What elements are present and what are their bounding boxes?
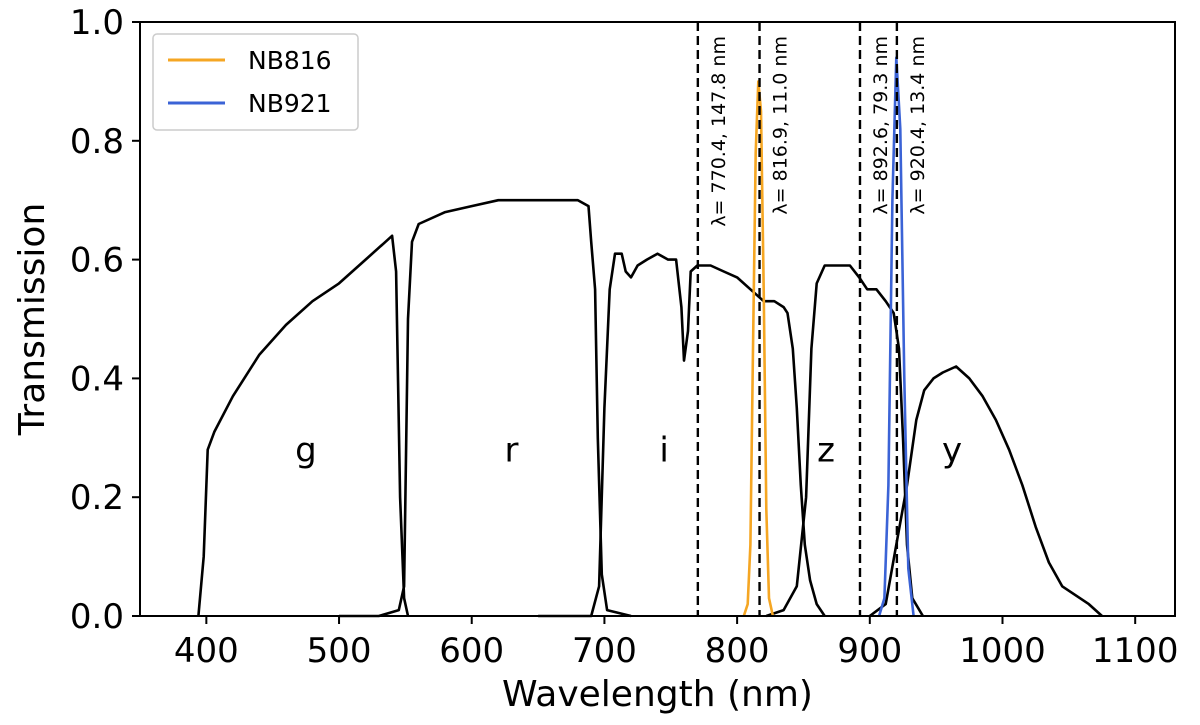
plot-frame <box>139 21 1176 617</box>
series-line-NB816 <box>742 80 775 617</box>
y-tick-label: 0.4 <box>70 359 124 399</box>
legend-box <box>152 33 359 131</box>
y-axis-label: Transmission <box>12 203 53 437</box>
y-tick-label: 0.8 <box>70 122 124 162</box>
legend: NB816 NB921 <box>152 33 359 131</box>
band-label-g: g <box>295 431 317 471</box>
x-tick-label: 700 <box>572 631 637 671</box>
band-label-z: z <box>817 431 835 471</box>
x-tick-label: 600 <box>439 631 504 671</box>
band-label-r: r <box>505 431 519 471</box>
x-axis-label: Wavelength (nm) <box>502 674 813 715</box>
x-tick-label: 1100 <box>1092 631 1179 671</box>
y-tick-label: 1.0 <box>70 3 124 43</box>
vline-label-1: λ= 816.9, 11.0 nm <box>770 36 792 215</box>
band-label-i: i <box>659 431 668 471</box>
legend-label-NB816: NB816 <box>248 46 332 75</box>
y-tick-label: 0.0 <box>70 597 124 637</box>
y-tick-label: 0.6 <box>70 241 124 281</box>
vline-label-0: λ= 770.4, 147.8 nm <box>708 36 730 227</box>
series-line-g <box>197 234 410 617</box>
x-tick-label: 800 <box>705 631 770 671</box>
series-line-y <box>869 365 1103 618</box>
x-tick-label: 400 <box>174 631 239 671</box>
vline-label-3: λ= 920.4, 13.4 nm <box>907 36 929 215</box>
series-line-i <box>538 252 826 618</box>
series-line-z <box>765 264 925 618</box>
x-axis-ticks: 400 500 600 700 800 900 1000 1100 <box>174 616 1179 671</box>
legend-label-NB921: NB921 <box>248 89 332 118</box>
x-tick-label: 500 <box>307 631 372 671</box>
series-line-r <box>339 198 632 618</box>
series-layer <box>197 56 1103 618</box>
vline-layer: λ= 770.4, 147.8 nm λ= 816.9, 11.0 nm λ= 89… <box>696 22 929 616</box>
y-axis-ticks: 0.0 0.2 0.4 0.6 0.8 1.0 <box>70 3 140 637</box>
x-tick-label: 1000 <box>959 631 1046 671</box>
x-tick-label: 900 <box>837 631 902 671</box>
y-tick-label: 0.2 <box>70 478 124 518</box>
vline-label-2: λ= 892.6, 79.3 nm <box>870 36 892 215</box>
band-label-y: y <box>942 431 962 471</box>
